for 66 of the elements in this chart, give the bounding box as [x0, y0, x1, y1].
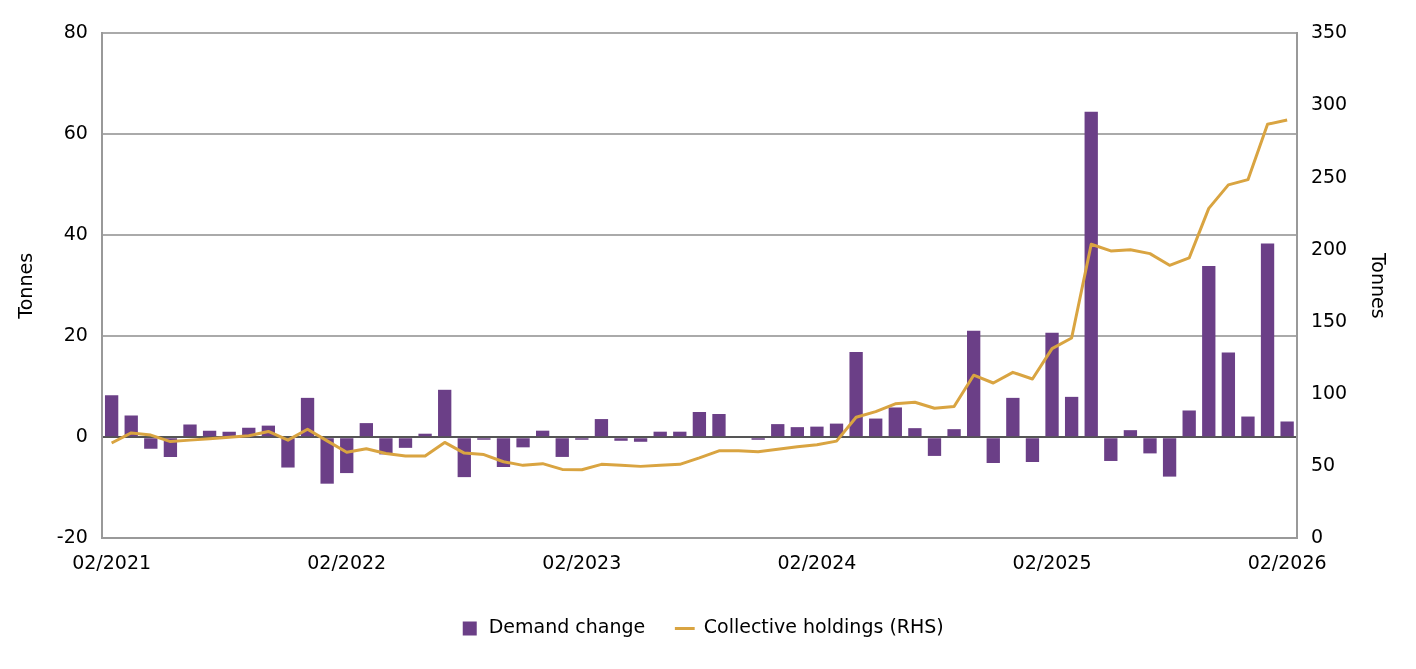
bar: [1260, 243, 1275, 437]
bar: [1025, 438, 1040, 462]
bar: [908, 428, 922, 437]
y-axis-title: Tonnes: [14, 252, 37, 320]
x-tick-label: 02/2021: [72, 550, 152, 573]
bar: [1045, 332, 1059, 437]
bar: [967, 330, 981, 437]
bar: [947, 429, 961, 437]
y-tick-label: 40: [63, 222, 88, 245]
legend-label: Demand change: [488, 615, 646, 638]
y-tick-label: 0: [75, 424, 88, 447]
y2-tick-label: 250: [1310, 164, 1348, 187]
x-tick-label: 02/2023: [542, 550, 622, 573]
bar: [614, 438, 628, 441]
x-tick-label: 02/2026: [1247, 550, 1327, 573]
bar: [1123, 430, 1138, 437]
bar: [771, 424, 785, 437]
y2-tick-label: 200: [1310, 236, 1348, 259]
bar: [1221, 352, 1236, 437]
y-tick-label: 60: [63, 121, 88, 144]
bar: [712, 414, 726, 437]
bar: [1143, 438, 1157, 454]
bar: [1182, 410, 1196, 437]
bar: [790, 427, 804, 437]
bar: [516, 438, 530, 448]
bar: [457, 438, 471, 478]
bar: [1241, 416, 1255, 437]
y-tick-label: 80: [63, 20, 88, 43]
bar: [438, 389, 452, 437]
bar: [1162, 438, 1177, 477]
bar: [594, 419, 609, 437]
y2-tick-label: 0: [1310, 525, 1324, 548]
bar: [927, 438, 942, 456]
x-tick-label: 02/2024: [777, 550, 857, 573]
bar: [810, 426, 824, 437]
bar: [398, 438, 413, 448]
bar: [1104, 438, 1118, 461]
bar: [888, 407, 902, 437]
bar: [1006, 397, 1020, 437]
y2-axis-title: Tonnes: [1367, 251, 1390, 319]
legend-label: Collective holdings (RHS): [703, 615, 944, 638]
bar: [986, 438, 1000, 463]
bar: [849, 351, 863, 437]
y-tick-label: -20: [56, 525, 88, 548]
y2-tick-label: 50: [1310, 453, 1336, 476]
y2-tick-label: 300: [1310, 92, 1348, 115]
y2-tick-label: 350: [1310, 20, 1348, 43]
x-tick-label: 02/2025: [1012, 550, 1092, 573]
bar: [692, 412, 707, 437]
y-tick-label: 20: [63, 323, 88, 346]
bar: [104, 395, 119, 437]
bar: [1084, 111, 1098, 437]
bar: [869, 418, 883, 437]
bar: [183, 424, 197, 437]
bar: [1280, 421, 1294, 437]
bar: [281, 438, 295, 468]
bar: [1064, 396, 1079, 437]
bar: [359, 423, 373, 437]
bar: [1202, 266, 1216, 437]
y2-tick-label: 100: [1310, 380, 1348, 403]
bar: [320, 438, 334, 484]
bar: [633, 438, 648, 442]
x-tick-label: 02/2022: [307, 550, 387, 573]
y2-tick-label: 150: [1310, 308, 1348, 331]
bar: [555, 438, 569, 457]
bar: [144, 438, 158, 449]
